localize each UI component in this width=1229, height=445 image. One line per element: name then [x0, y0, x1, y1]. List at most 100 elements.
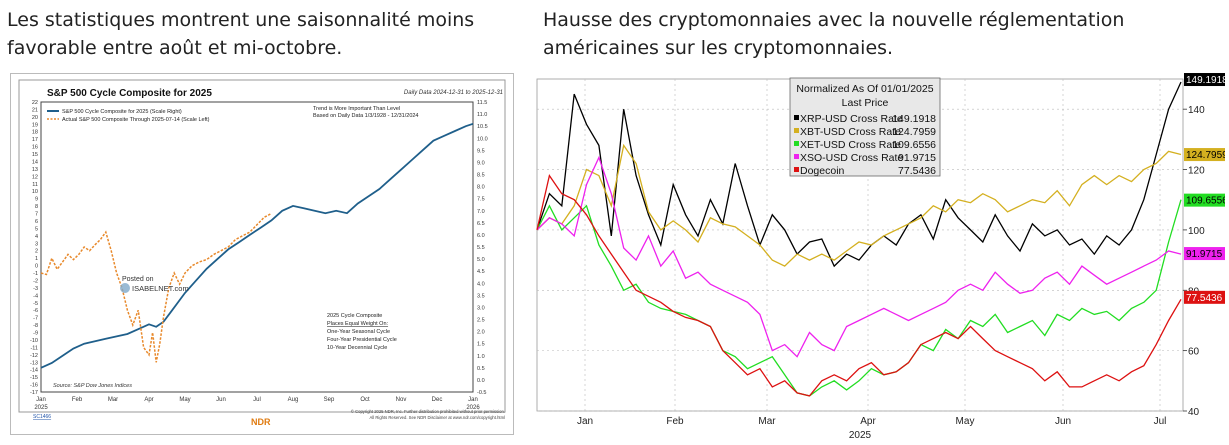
y-tick-right: 5.5 — [477, 245, 485, 251]
sp500-cycle-svg: S&P 500 Cycle Composite for 2025 Daily Da… — [18, 79, 506, 427]
plot-area — [40, 101, 474, 393]
y-tick-left: -16 — [30, 383, 38, 389]
x-tick-label: Feb — [666, 416, 684, 427]
x-tick-label: Aug — [288, 397, 299, 403]
x-tick-label: May — [956, 416, 975, 427]
y-tick-right: 4.0 — [477, 281, 485, 287]
footer-code: SC1466 — [33, 414, 51, 420]
end-value-badge — [1184, 247, 1225, 261]
legend-series-value: 124.7959 — [892, 126, 936, 138]
crypto-chart: 140120100806040JanFebMarAprMayJunJul2025… — [535, 73, 1228, 441]
y-tick-left: 9 — [35, 197, 38, 203]
y-tick-left: 20 — [32, 115, 38, 121]
series-line-xet-usd — [536, 199, 1182, 397]
y-tick-left: -14 — [30, 368, 38, 374]
y-tick-left: -1 — [33, 271, 38, 277]
y-tick-right: 3.5 — [477, 293, 485, 299]
legend-label-actual: Actual S&P 500 Composite Through 2025-07… — [62, 117, 210, 123]
note-right-line: Based on Daily Data 1/3/1928 - 12/31/202… — [313, 113, 419, 119]
y-tick-right: 2.5 — [477, 318, 485, 324]
legend-series-value: 109.6556 — [892, 139, 936, 151]
end-value-badge — [1184, 73, 1225, 87]
legend-label-cycle: S&P 500 Cycle Composite for 2025 (Scale … — [62, 109, 182, 115]
end-value-label: 109.6556 — [1186, 196, 1225, 207]
y-tick-left: -8 — [33, 323, 38, 329]
y-tick-right: -0.5 — [477, 390, 486, 396]
y-tick-left: 8 — [35, 204, 38, 210]
chart-frame — [18, 79, 506, 413]
y-tick-left: -2 — [33, 278, 38, 284]
note-box-line: Four-Year Presidential Cycle — [327, 337, 397, 343]
y-tick-left: -13 — [30, 360, 38, 366]
note-box-line: One-Year Seasonal Cycle — [327, 329, 390, 335]
y-tick-left: 13 — [32, 167, 38, 173]
ndr-logo: NDR — [251, 417, 271, 427]
y-tick-right: 0.0 — [477, 378, 485, 384]
y-tick-left: -12 — [30, 353, 38, 359]
y-tick-right: 4.5 — [477, 269, 485, 275]
y-tick-right: 11.5 — [477, 100, 487, 106]
y-tick-left: -5 — [33, 301, 38, 307]
x-tick-label: Apr — [144, 397, 153, 403]
note-right-line: Trend is More Important Than Level — [313, 106, 400, 112]
x-tick-label: Apr — [860, 416, 876, 427]
legend-subtitle: Last Price — [842, 97, 889, 109]
caption-left: Les statistiques montrent une saisonnali… — [7, 9, 475, 59]
y-tick-left: 16 — [32, 145, 38, 151]
x-tick-label: Mar — [108, 397, 118, 403]
y-tick-right: 9.5 — [477, 148, 485, 154]
x-tick-label: Jul — [253, 397, 261, 403]
end-value-badge — [1184, 290, 1225, 304]
legend-swatch — [794, 115, 799, 120]
y-tick-left: 21 — [32, 107, 38, 113]
y-tick-right: 5.0 — [477, 257, 485, 263]
end-value-label: 77.5436 — [1186, 293, 1223, 304]
end-value-label: 124.7959 — [1186, 150, 1225, 161]
y-tick-left: 22 — [32, 100, 38, 106]
y-tick-left: 12 — [32, 174, 38, 180]
y-tick-left: 19 — [32, 122, 38, 128]
footer-copyright-line: © Copyright 2025 NDR, Inc. Further distr… — [351, 409, 505, 414]
y-tick-right: 8.0 — [477, 185, 485, 191]
y-tick-right: 8.5 — [477, 173, 485, 179]
watermark-globe-icon — [120, 283, 130, 293]
legend-series-name: XBT-USD Cross Rate — [800, 126, 901, 138]
x-tick-label: Nov — [396, 397, 407, 403]
y-tick-right: 11.0 — [477, 112, 487, 118]
legend-series-name: XET-USD Cross Rate — [800, 139, 901, 151]
y-tick-left: 7 — [35, 212, 38, 218]
y-tick-left: -17 — [30, 390, 38, 396]
y-tick-left: 5 — [35, 226, 38, 232]
y-tick-right: 9.0 — [477, 160, 485, 166]
x-tick-label: Feb — [72, 397, 83, 403]
legend-swatch — [794, 141, 799, 146]
y-tick-left: 14 — [32, 159, 38, 165]
x-tick-label: Oct — [360, 397, 370, 403]
y-tick-left: -7 — [33, 316, 38, 322]
y-tick-right: 3.0 — [477, 305, 485, 311]
end-value-label: 91.9715 — [1186, 249, 1223, 260]
sp500-cycle-chart: S&P 500 Cycle Composite for 2025 Daily Da… — [10, 73, 514, 435]
x-tick-label: Jun — [216, 397, 226, 403]
y-tick-left: 6 — [35, 219, 38, 225]
y-tick-left: -11 — [30, 345, 38, 351]
y-tick-right: 7.0 — [477, 209, 485, 215]
y-tick-left: 17 — [32, 137, 38, 143]
legend-series-name: XRP-USD Cross Rate — [800, 113, 903, 125]
y-tick-label: 120 — [1188, 166, 1205, 177]
watermark-line-2: ISABELNET.com — [132, 284, 189, 293]
x-tick-label: Dec — [432, 397, 443, 403]
x-tick-label: Jun — [1055, 416, 1071, 427]
y-tick-label: 40 — [1188, 407, 1200, 418]
y-tick-label: 140 — [1188, 105, 1205, 116]
chart-title: S&P 500 Cycle Composite for 2025 — [47, 88, 212, 99]
legend-series-name: XSO-USD Cross Rate — [800, 152, 903, 164]
y-tick-right: 7.5 — [477, 197, 485, 203]
x-tick-label: Jul — [1154, 416, 1167, 427]
y-tick-left: 18 — [32, 130, 38, 136]
x-year-label: 2025 — [849, 430, 872, 441]
y-tick-left: -15 — [30, 375, 38, 381]
y-tick-label: 100 — [1188, 226, 1205, 237]
y-tick-left: 1 — [35, 256, 38, 262]
y-tick-right: 0.5 — [477, 366, 485, 372]
